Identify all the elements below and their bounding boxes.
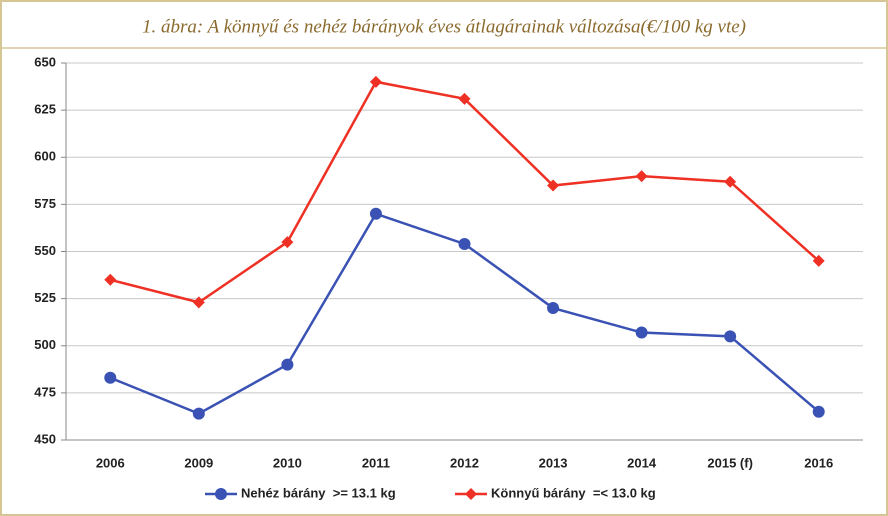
- point: [458, 92, 471, 105]
- y-tick-label: 575: [34, 196, 56, 211]
- point: [215, 488, 227, 500]
- y-tick-label: 600: [34, 149, 56, 164]
- x-tick-label: 2014: [627, 455, 657, 470]
- point: [724, 175, 737, 188]
- point: [281, 358, 294, 371]
- legend-label: Nehéz bárány >= 13.1 kg: [241, 485, 396, 500]
- x-tick-label: 2013: [539, 455, 568, 470]
- point: [281, 236, 294, 249]
- point: [635, 326, 648, 339]
- x-tick-label: 2006: [96, 455, 125, 470]
- x-tick-label: 2016: [804, 455, 833, 470]
- point: [192, 296, 205, 309]
- y-tick-label: 650: [34, 54, 56, 69]
- x-tick-label: 2012: [450, 455, 479, 470]
- chart-title: 1. ábra: A könnyű és nehéz bárányok éves…: [142, 16, 746, 37]
- legend-label: Könnyű bárány =< 13.0 kg: [491, 485, 656, 500]
- point: [812, 254, 825, 267]
- y-tick-label: 525: [34, 290, 56, 305]
- point: [104, 273, 117, 286]
- x-tick-label: 2011: [362, 455, 390, 470]
- point: [104, 371, 117, 384]
- point: [465, 488, 477, 500]
- point: [458, 237, 471, 250]
- y-tick-label: 500: [34, 337, 56, 352]
- point: [547, 302, 560, 315]
- point: [635, 170, 648, 183]
- y-tick-label: 550: [34, 243, 56, 258]
- y-tick-label: 475: [34, 384, 56, 399]
- point: [369, 75, 382, 88]
- point: [812, 405, 825, 418]
- x-tick-label: 2009: [184, 455, 213, 470]
- point: [192, 407, 205, 420]
- point: [369, 207, 382, 220]
- x-tick-label: 2010: [273, 455, 302, 470]
- point: [547, 179, 560, 192]
- y-tick-label: 450: [34, 431, 56, 446]
- point: [724, 330, 737, 343]
- x-tick-label: 2015 (f): [707, 455, 753, 470]
- y-tick-label: 625: [34, 102, 56, 117]
